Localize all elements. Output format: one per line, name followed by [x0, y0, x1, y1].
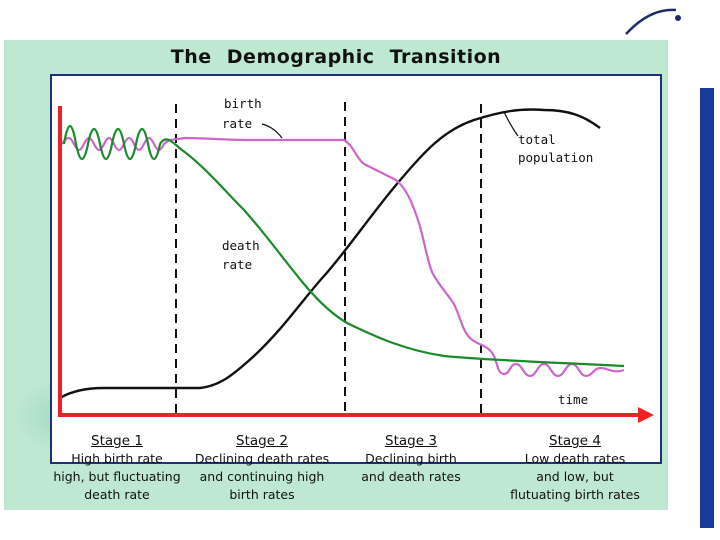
stage-2-name: Stage 2 — [236, 433, 288, 449]
stage-4-name: Stage 4 — [549, 433, 601, 449]
total-population-label-line-2: population — [518, 150, 593, 165]
diagram-card: The Demographic Transition birth rate de… — [4, 40, 668, 510]
stage-2-description: Stage 2 Declining death rates and contin… — [182, 432, 342, 504]
stage-4-line-3: flutuating birth rates — [510, 487, 640, 502]
diagram-title: The Demographic Transition — [170, 46, 502, 68]
total-population-curve — [59, 108, 601, 400]
stage-4-description: Stage 4 Low death rates and low, but flu… — [490, 432, 660, 504]
stage-1-line-2: high, but fluctuating — [53, 469, 181, 484]
stage-2-line-1: Declining death rates — [194, 451, 330, 466]
stage-1-line-1: High birth rate — [71, 451, 163, 466]
stage-3-line-1: Declining birth — [365, 451, 457, 466]
total-population-leader-line — [503, 111, 519, 137]
stage-4-line-2: and low, but — [536, 469, 614, 484]
stage-3-name: Stage 3 — [385, 433, 437, 449]
death-rate-label-line-1: death — [222, 238, 260, 253]
birth-rate-label-line-1: birth — [224, 96, 262, 111]
birth-rate-label-line-2: rate — [222, 116, 252, 131]
stage-1-name: Stage 1 — [91, 433, 143, 449]
death-rate-label-line-2: rate — [222, 257, 252, 272]
birth-rate-curve — [61, 136, 625, 378]
stage-4-line-1: Low death rates — [524, 451, 626, 466]
stage-3-description: Stage 3 Declining birth and death rates — [346, 432, 476, 486]
stage-3-line-2: and death rates — [361, 469, 461, 484]
birth-rate-leader-line — [261, 123, 283, 139]
total-population-label-line-1: total — [518, 132, 556, 147]
death-rate-curve — [62, 124, 625, 368]
time-axis-label: time — [558, 392, 588, 407]
stage-1-line-3: death rate — [84, 487, 150, 502]
stage-1-description: Stage 1 High birth rate high, but fluctu… — [52, 432, 182, 504]
stage-2-line-2: and continuing high — [199, 469, 325, 484]
demographic-plot: birth rate death rate total population t… — [58, 96, 654, 423]
slide-decoration-arc — [625, 8, 681, 35]
stage-2-line-3: birth rates — [229, 487, 295, 502]
slide-side-bar — [700, 88, 714, 528]
arrow-right-icon — [638, 407, 654, 423]
